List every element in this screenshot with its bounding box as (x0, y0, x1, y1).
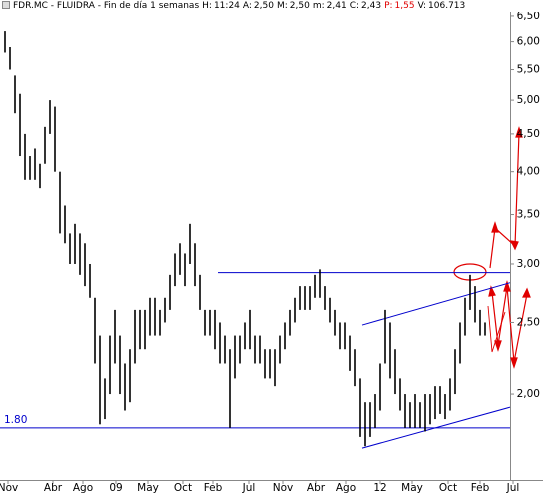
x-tick-label: 09 (109, 482, 122, 494)
y-tick-label: 2,00 (517, 388, 540, 400)
stat-label: H: (202, 1, 212, 11)
trend-line (361, 282, 511, 326)
x-tick-label: Nov (0, 482, 18, 494)
level-label: 1.80 (4, 414, 27, 426)
y-tick-label: 3,50 (517, 209, 540, 221)
x-tick-label: May (401, 482, 423, 494)
x-tick-label: Oct (174, 482, 192, 494)
x-tick-label: Abr (307, 482, 326, 494)
stat: m: 2,41 (313, 1, 347, 11)
y-tick-label: 6,00 (517, 36, 540, 48)
x-tick-label: Ago (73, 482, 93, 494)
x-tick-label: Oct (439, 482, 457, 494)
x-tick-label: Nov (273, 482, 294, 494)
stat-value: 2,41 (326, 1, 347, 11)
stat: M: 2,50 (277, 1, 310, 11)
stat-value: 2,50 (253, 1, 274, 11)
stat: C: 2,43 (350, 1, 381, 11)
header-bar: FDR.MC - FLUIDRA - Fin de día 1 semanas H… (0, 0, 543, 12)
x-tick-label: Ago (336, 482, 356, 494)
y-tick-label: 5,50 (517, 64, 540, 76)
trend-line (361, 406, 511, 449)
stat-value: 11:24 (213, 1, 240, 11)
x-tick-label: Feb (204, 482, 223, 494)
forecast-arrows (487, 126, 531, 369)
stat-label: M: (276, 1, 288, 11)
stat: V: 106.713 (418, 1, 466, 11)
stat-value: 1,55 (394, 1, 415, 11)
y-tick-label: 5,00 (517, 94, 540, 106)
stat: P: 1,55 (384, 1, 415, 11)
stat-label: V: (417, 1, 427, 11)
stat-value: 106.713 (428, 1, 466, 11)
stat-label: A: (242, 1, 252, 11)
stat-label: C: (349, 1, 360, 11)
x-tick-label: 12 (373, 482, 386, 494)
stat-label: m: (312, 1, 325, 11)
x-tick-label: Abr (44, 482, 63, 494)
chart-title: FDR.MC - FLUIDRA - Fin de día 1 semanas (13, 1, 200, 11)
stat-label: P: (384, 1, 393, 11)
x-tick-label: May (137, 482, 159, 494)
stat: A: 2,50 (243, 1, 274, 11)
x-tick-label: Feb (471, 482, 490, 494)
symbol-icon (2, 1, 10, 9)
x-tick-label: Jul (506, 482, 520, 494)
y-tick-label: 4,50 (517, 128, 540, 140)
stat-value: 2,43 (361, 1, 382, 11)
y-tick-label: 4,00 (517, 166, 540, 178)
stat: H: 11:24 (202, 1, 240, 11)
stat-value: 2,50 (289, 1, 310, 11)
y-tick-label: 3,00 (517, 258, 540, 270)
x-tick-label: Jul (242, 482, 256, 494)
y-tick-label: 6,50 (517, 10, 540, 22)
y-tick-label: 2,50 (517, 316, 540, 328)
